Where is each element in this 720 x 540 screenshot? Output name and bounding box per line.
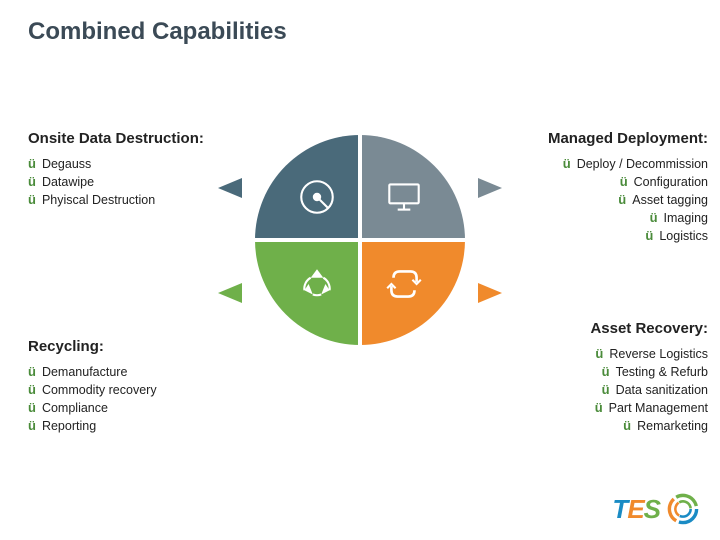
item-label: Testing & Refurb (616, 365, 708, 379)
item-label: Data sanitization (616, 383, 708, 397)
item-label: Remarketing (637, 419, 708, 433)
item-label: Configuration (634, 175, 708, 189)
check-icon: ü (28, 364, 36, 379)
logo-letter-e: E (627, 494, 643, 524)
check-icon: ü (602, 364, 610, 379)
item-label: Reverse Logistics (609, 347, 708, 361)
page-title: Combined Capabilities (28, 18, 287, 46)
quadrant-asset-recovery: Asset Recovery: üReverse Logistics üTest… (328, 320, 708, 520)
item-label: Degauss (42, 157, 91, 171)
list-item: ü Remarketing (328, 418, 708, 433)
circle-quadrant-br (360, 240, 465, 345)
hard-drive-icon (296, 176, 338, 218)
arrow-icon (478, 283, 502, 303)
check-icon: ü (28, 400, 36, 415)
logo-letter-t: T (612, 494, 627, 524)
check-icon: ü (595, 346, 603, 361)
item-label: Commodity recovery (42, 383, 157, 397)
circle-quadrant-tr (360, 135, 465, 240)
check-icon: ü (602, 382, 610, 397)
check-icon: ü (28, 418, 36, 433)
swap-icon (383, 263, 425, 305)
item-label: Logistics (659, 229, 708, 243)
logo-letter-s: S (644, 494, 660, 524)
check-icon: ü (650, 210, 658, 225)
check-icon: ü (645, 228, 653, 243)
check-icon: ü (28, 382, 36, 397)
list-item: ü Reverse Logistics (328, 346, 708, 361)
monitor-icon (383, 176, 425, 218)
check-icon: ü (28, 156, 36, 171)
item-label: Asset tagging (632, 193, 708, 207)
item-label: Compliance (42, 401, 108, 415)
arrow-icon (478, 178, 502, 198)
arrow-icon (218, 178, 242, 198)
check-icon: ü (595, 400, 603, 415)
item-label: Reporting (42, 419, 96, 433)
item-label: Deploy / Decommission (577, 157, 708, 171)
check-icon: ü (620, 174, 628, 189)
item-label: Part Management (609, 401, 708, 415)
circle-quadrant-bl (255, 240, 360, 345)
recycle-icon (296, 263, 338, 305)
item-label: Imaging (664, 211, 708, 225)
check-icon: ü (618, 192, 626, 207)
list-item: ü Data sanitization (328, 382, 708, 397)
item-label: Demanufacture (42, 365, 127, 379)
check-icon: ü (28, 192, 36, 207)
logo-text: TES (612, 494, 660, 525)
list-item: ü Part Management (328, 400, 708, 415)
divider-horizontal (255, 238, 465, 242)
arrow-icon (218, 283, 242, 303)
item-label: Phyiscal Destruction (42, 193, 155, 207)
check-icon: ü (28, 174, 36, 189)
check-icon: ü (623, 418, 631, 433)
circle-quadrant-tl (255, 135, 360, 240)
check-icon: ü (563, 156, 571, 171)
item-label: Datawipe (42, 175, 94, 189)
logo-swirl-icon (666, 492, 700, 526)
tes-logo: TES (612, 492, 700, 526)
list-item: ü Testing & Refurb (328, 364, 708, 379)
